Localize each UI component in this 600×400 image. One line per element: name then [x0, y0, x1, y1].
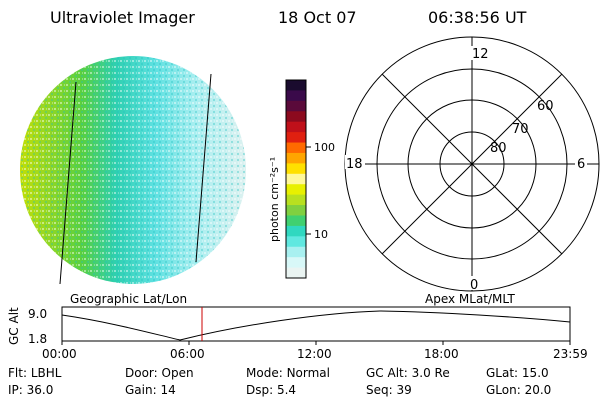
- lat-label-60: 60: [537, 99, 554, 114]
- footer-door: Door: Open: [125, 366, 194, 380]
- colorbar-band: [286, 173, 306, 185]
- altitude-x-ticks: [61, 341, 571, 345]
- colorbar-band: [286, 194, 306, 206]
- colorbar-band: [286, 121, 306, 133]
- altitude-ytick-1: 1.8: [28, 332, 47, 346]
- mlt-label-18: 18: [346, 157, 363, 172]
- footer-glon: GLon: 20.0: [486, 383, 552, 397]
- altitude-xtick-1200: 12:00: [297, 347, 332, 361]
- colorbar-band: [286, 111, 306, 123]
- footer-dsp: Dsp: 5.4: [246, 383, 297, 397]
- colorbar-band: [286, 152, 306, 164]
- polar-diagonal-2: [381, 73, 563, 255]
- footer-flt: Flt: LBHL: [8, 366, 62, 380]
- footer-glat: GLat: 15.0: [486, 366, 549, 380]
- colorbar-band: [286, 163, 306, 175]
- colorbar-band: [286, 100, 306, 112]
- altitude-xtick-1800: 18:00: [424, 347, 459, 361]
- colorbar-band: [286, 205, 306, 216]
- altitude-xtick-0000: 00:00: [42, 347, 77, 361]
- colorbar-band: [286, 90, 306, 102]
- longitude-line-right: [195, 73, 212, 263]
- colorbar-band: [286, 142, 306, 154]
- colorbar-band: [286, 132, 306, 144]
- lat-label-70: 70: [512, 122, 529, 137]
- colorbar-tick-label-100: 100: [314, 141, 335, 154]
- altitude-plot-frame: [61, 306, 571, 342]
- longitude-line-left: [59, 81, 77, 285]
- colorbar-band: [286, 257, 306, 269]
- polar-plot: [344, 36, 600, 292]
- footer-gain: Gain: 14: [125, 383, 176, 397]
- mlt-label-6: 6: [577, 157, 585, 172]
- altitude-ylabel: GC Alt: [7, 307, 21, 345]
- altitude-ytick-9: 9.0: [28, 307, 47, 321]
- colorbar-unit-label: photon cm⁻²s⁻¹: [268, 157, 281, 242]
- footer-mode: Mode: Normal: [246, 366, 330, 380]
- mlt-label-12: 12: [472, 47, 489, 62]
- lat-label-80: 80: [490, 141, 507, 156]
- colorbar-tick-label-10: 10: [314, 228, 328, 241]
- colorbar-band: [286, 215, 306, 227]
- mlt-label-0: 0: [470, 278, 478, 293]
- date-label: 18 Oct 07: [278, 8, 357, 27]
- colorbar-band: [286, 80, 306, 91]
- altitude-xtick-2359: 23:59: [553, 347, 588, 361]
- colorbar: [286, 80, 306, 279]
- time-label: 06:38:56 UT: [428, 8, 527, 27]
- mlt-label-bg-bottom: [468, 276, 480, 290]
- instrument-title: Ultraviolet Imager: [50, 8, 195, 27]
- footer-seq: Seq: 39: [366, 383, 412, 397]
- mlt-label-bg-left: [345, 155, 365, 169]
- uv-image-disk: [20, 56, 246, 284]
- colorbar-frame: [285, 79, 307, 279]
- apex-label: Apex MLat/MLT: [425, 292, 515, 306]
- mlt-label-bg-right: [575, 155, 587, 169]
- colorbar-band: [286, 267, 306, 279]
- colorbar-band: [286, 236, 306, 248]
- geographic-label: Geographic Lat/Lon: [70, 292, 187, 306]
- altitude-curve: [61, 310, 571, 341]
- footer-gcalt: GC Alt: 3.0 Re: [366, 366, 450, 380]
- footer-ip: IP: 36.0: [8, 383, 54, 397]
- mlt-label-bg-top: [470, 46, 486, 60]
- colorbar-band: [286, 246, 306, 258]
- colorbar-band: [286, 225, 306, 237]
- altitude-xtick-0600: 06:00: [170, 347, 205, 361]
- colorbar-band: [286, 184, 306, 196]
